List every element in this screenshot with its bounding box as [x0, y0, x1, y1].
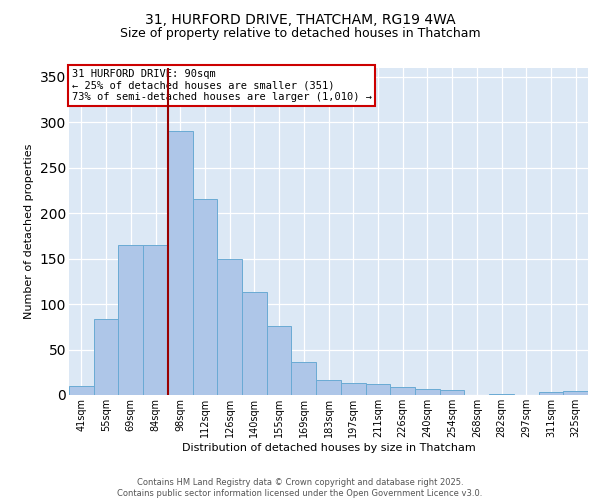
Bar [415, 388, 440, 395]
Bar [489, 394, 514, 395]
Bar [390, 387, 415, 395]
Bar [168, 131, 193, 395]
Bar [267, 326, 292, 395]
Bar [193, 200, 217, 395]
Bar [292, 362, 316, 395]
Bar [143, 245, 168, 395]
Bar [563, 392, 588, 395]
X-axis label: Distribution of detached houses by size in Thatcham: Distribution of detached houses by size … [182, 442, 475, 452]
Bar [440, 390, 464, 395]
Bar [94, 318, 118, 395]
Text: 31 HURFORD DRIVE: 90sqm
← 25% of detached houses are smaller (351)
73% of semi-d: 31 HURFORD DRIVE: 90sqm ← 25% of detache… [71, 69, 371, 102]
Bar [316, 380, 341, 395]
Bar [365, 384, 390, 395]
Text: 31, HURFORD DRIVE, THATCHAM, RG19 4WA: 31, HURFORD DRIVE, THATCHAM, RG19 4WA [145, 12, 455, 26]
Bar [539, 392, 563, 395]
Text: Size of property relative to detached houses in Thatcham: Size of property relative to detached ho… [119, 28, 481, 40]
Bar [242, 292, 267, 395]
Bar [118, 245, 143, 395]
Bar [217, 258, 242, 395]
Bar [341, 383, 365, 395]
Text: Contains HM Land Registry data © Crown copyright and database right 2025.
Contai: Contains HM Land Registry data © Crown c… [118, 478, 482, 498]
Bar [69, 386, 94, 395]
Y-axis label: Number of detached properties: Number of detached properties [24, 144, 34, 319]
